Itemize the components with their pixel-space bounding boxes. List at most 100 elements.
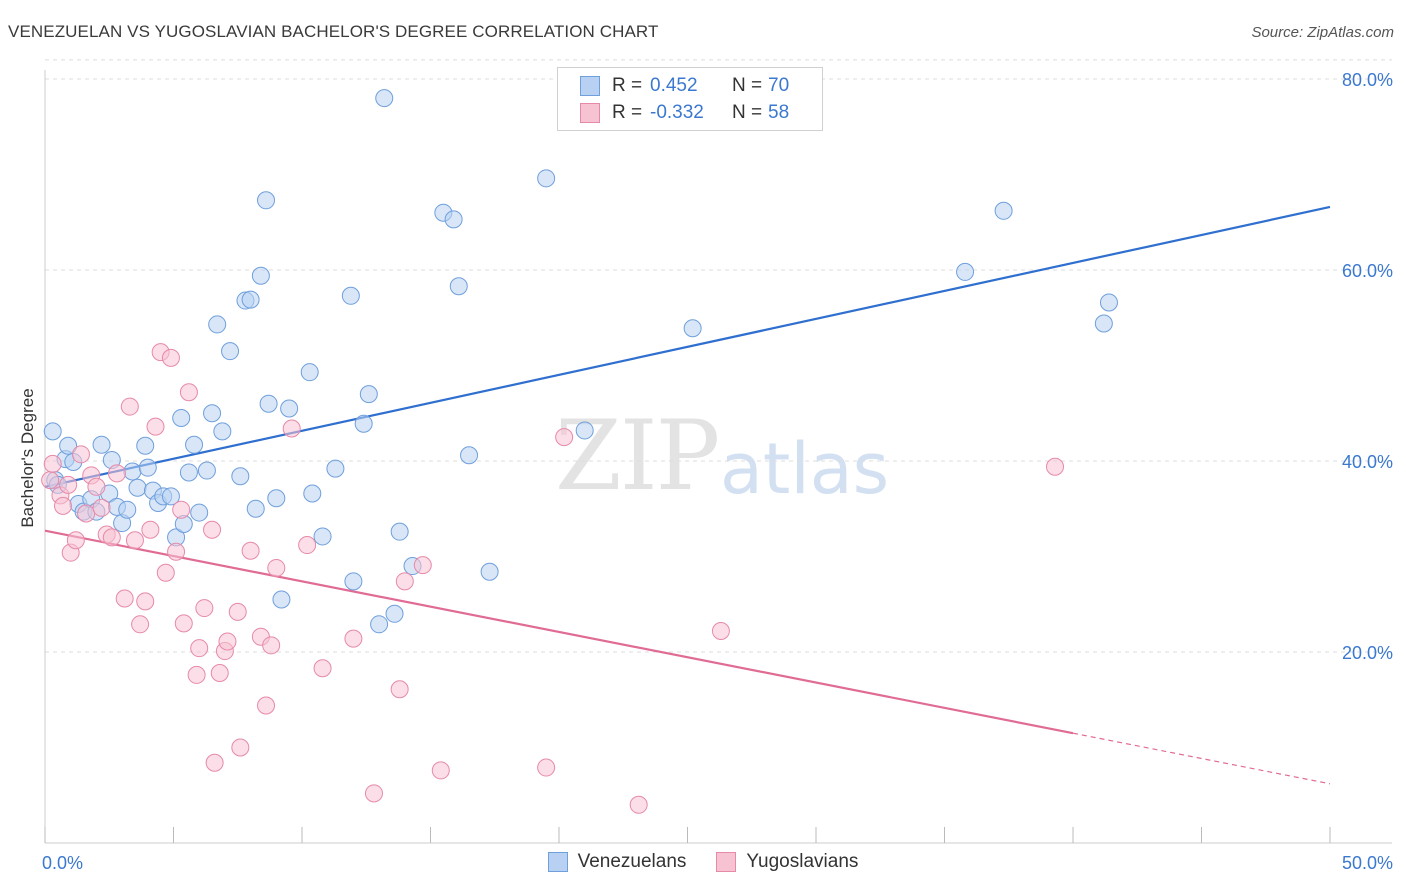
data-point-yugoslavian — [364, 784, 383, 803]
data-point-venezuelan — [575, 421, 594, 440]
data-point-venezuelan — [1094, 314, 1113, 333]
legend-row-venezuelans: R = 0.452 N = 70 — [580, 74, 789, 98]
data-point-venezuelan — [1099, 293, 1118, 312]
data-point-yugoslavian — [555, 428, 574, 447]
legend-n-label: N = — [732, 102, 763, 123]
data-point-venezuelan — [354, 414, 373, 433]
data-point-yugoslavian — [313, 659, 332, 678]
data-point-venezuelan — [197, 461, 216, 480]
data-point-venezuelan — [390, 522, 409, 541]
axes — [44, 70, 1392, 844]
watermark-atlas: atlas — [720, 428, 890, 510]
legend-label-yugoslavians: Yugoslavians — [746, 851, 859, 872]
data-point-yugoslavian — [66, 531, 85, 550]
x-tick-label-max: 50.0% — [1342, 853, 1393, 873]
data-point-venezuelan — [300, 363, 319, 382]
data-point-venezuelan — [221, 342, 240, 361]
y-tick-label: 20.0% — [1342, 643, 1393, 663]
data-point-yugoslavian — [115, 589, 134, 608]
data-point-yugoslavian — [102, 528, 121, 547]
data-point-yugoslavian — [228, 602, 247, 621]
data-point-venezuelan — [190, 503, 209, 522]
data-point-yugoslavian — [231, 738, 250, 757]
legend-row-yugoslavians: R = -0.332 N = 58 — [580, 101, 789, 125]
data-point-yugoslavian — [174, 614, 193, 633]
data-point-venezuelan — [231, 467, 250, 486]
data-point-yugoslavian — [161, 348, 180, 367]
data-point-venezuelan — [480, 562, 499, 581]
data-point-yugoslavian — [172, 500, 191, 519]
data-point-yugoslavian — [203, 520, 222, 539]
data-point-yugoslavian — [195, 599, 214, 618]
tick-labels: 20.0% 40.0% 60.0% 80.0% 0.0% 50.0% Bachelor's … — [18, 70, 1393, 873]
trend-lines — [44, 205, 1331, 785]
trend-line-yugoslavians — [44, 529, 1074, 735]
legend-swatch-blue — [547, 852, 568, 872]
data-point-venezuelan — [326, 459, 345, 478]
correlation-legend: R = 0.452 N = 70 R = -0.332 N = 58 — [557, 67, 823, 131]
data-point-venezuelan — [344, 572, 363, 591]
legend-item-venezuelans[interactable]: Venezuelans — [547, 851, 687, 873]
source-label: Source: ZipAtlas.com — [1251, 24, 1394, 41]
series-legend: Venezuelans Yugoslavians — [0, 851, 1406, 873]
data-point-venezuelan — [257, 191, 276, 210]
legend-label-venezuelans: Venezuelans — [577, 851, 687, 872]
data-point-yugoslavian — [413, 556, 432, 575]
legend-r-label: R = — [612, 102, 643, 123]
data-point-venezuelan — [118, 500, 137, 519]
data-point-venezuelan — [128, 478, 147, 497]
data-point-venezuelan — [956, 262, 975, 281]
data-point-yugoslavian — [187, 665, 206, 684]
data-point-venezuelan — [138, 458, 157, 477]
data-point-yugoslavian — [92, 498, 111, 517]
legend-r-value: 0.452 — [650, 75, 698, 96]
data-point-venezuelan — [994, 201, 1013, 220]
legend-r-label: R = — [612, 75, 643, 96]
watermark-zip: ZIP — [555, 400, 720, 512]
data-point-venezuelan — [341, 286, 360, 305]
data-point-venezuelan — [92, 435, 111, 454]
data-point-yugoslavian — [125, 531, 144, 550]
data-point-yugoslavian — [131, 615, 150, 634]
data-point-venezuelan — [280, 399, 299, 418]
data-point-yugoslavian — [77, 504, 96, 523]
trend-line-yugoslavians-extension — [1072, 732, 1331, 785]
data-point-venezuelan — [267, 489, 286, 508]
legend-r-value: -0.332 — [650, 102, 704, 123]
data-point-venezuelan — [43, 422, 62, 441]
data-point-yugoslavian — [190, 639, 209, 658]
data-point-venezuelan — [251, 266, 270, 285]
legend-item-yugoslavians[interactable]: Yugoslavians — [716, 851, 858, 873]
data-point-yugoslavian — [262, 636, 281, 655]
data-point-yugoslavian — [146, 417, 165, 436]
data-point-venezuelan — [185, 435, 204, 454]
data-point-venezuelan — [161, 487, 180, 506]
data-point-venezuelan — [172, 409, 191, 428]
y-tick-label: 60.0% — [1342, 261, 1393, 281]
data-point-venezuelan — [370, 615, 389, 634]
data-point-yugoslavian — [87, 477, 106, 496]
data-point-venezuelan — [259, 394, 278, 413]
data-point-yugoslavian — [241, 541, 260, 560]
data-point-venezuelan — [449, 277, 468, 296]
data-point-venezuelan — [460, 446, 479, 465]
data-point-yugoslavian — [395, 572, 414, 591]
data-point-yugoslavian — [120, 397, 139, 416]
data-point-yugoslavian — [43, 454, 62, 473]
legend-n-label: N = — [732, 75, 763, 96]
series-venezuelans — [43, 89, 1118, 634]
data-point-venezuelan — [313, 527, 332, 546]
data-point-venezuelan — [123, 462, 142, 481]
data-point-venezuelan — [59, 436, 78, 455]
data-point-yugoslavian — [107, 464, 126, 483]
gridlines — [45, 59, 1392, 653]
data-point-yugoslavian — [267, 558, 286, 577]
data-point-yugoslavian — [282, 419, 301, 438]
data-point-venezuelan — [213, 422, 232, 441]
data-point-yugoslavian — [41, 471, 60, 490]
legend-n-value: 58 — [768, 102, 790, 123]
data-point-venezuelan — [203, 404, 222, 423]
data-point-yugoslavian — [141, 520, 160, 539]
data-point-yugoslavian — [390, 680, 409, 699]
